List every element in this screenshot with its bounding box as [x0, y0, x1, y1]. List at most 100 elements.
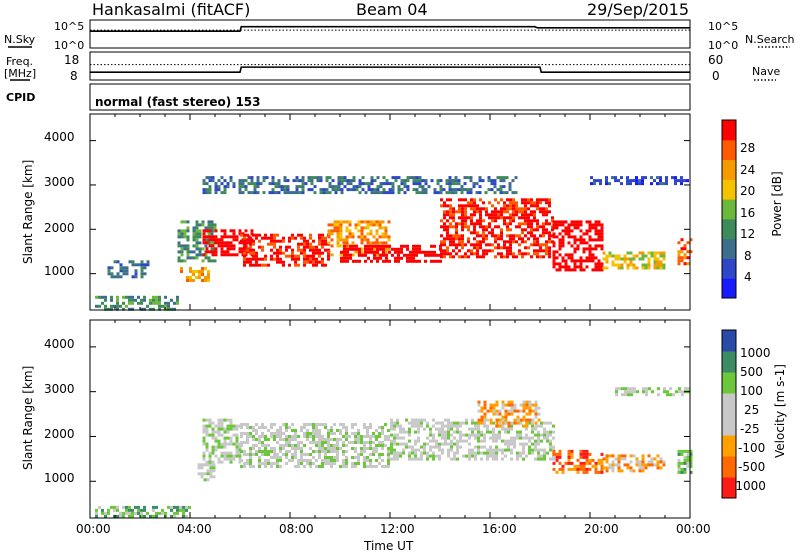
heat-cell — [306, 435, 309, 438]
heat-cell — [324, 248, 327, 252]
heat-cell — [240, 432, 243, 435]
heat-cell — [450, 433, 453, 437]
heat-cell — [573, 235, 577, 239]
heat-cell — [361, 182, 365, 186]
heat-cell — [202, 418, 206, 422]
heat-cell — [324, 450, 327, 453]
heat-cell — [629, 469, 633, 473]
heat-cell — [264, 465, 267, 468]
heat-cell — [683, 179, 686, 183]
heat-cell — [415, 188, 419, 192]
heat-cell — [288, 239, 291, 243]
heat-cell — [659, 266, 663, 270]
heat-cell — [591, 238, 595, 242]
heat-cell — [464, 207, 467, 211]
heat-cell — [638, 460, 642, 464]
heat-cell — [462, 439, 465, 443]
heat-cell — [546, 430, 549, 434]
heat-cell — [456, 457, 459, 461]
heat-cell — [220, 182, 224, 186]
heat-cell — [351, 232, 355, 236]
heat-cell — [468, 448, 471, 452]
heat-cell — [249, 236, 252, 240]
heat-cell — [480, 430, 483, 434]
heat-cell — [506, 255, 509, 259]
heat-cell — [252, 242, 255, 246]
heat-cell — [429, 454, 432, 458]
heat-cell — [208, 188, 212, 192]
heat-cell — [301, 191, 305, 195]
heat-cell — [295, 191, 299, 195]
heat-cell — [276, 453, 279, 456]
heat-cell — [270, 248, 273, 252]
heat-cell — [402, 427, 405, 431]
heat-cell — [602, 466, 606, 470]
heat-cell — [315, 441, 318, 444]
heat-cell — [564, 220, 568, 224]
heat-cell — [500, 246, 503, 250]
heat-cell — [300, 251, 303, 255]
heat-cell — [542, 249, 545, 253]
heat-cell — [306, 429, 309, 432]
heat-cell — [494, 216, 497, 220]
heat-cell — [533, 249, 536, 253]
heat-cell — [345, 426, 348, 429]
heat-cell — [471, 454, 474, 458]
heat-cell — [226, 418, 230, 422]
heat-cell — [579, 268, 583, 272]
heat-cell — [315, 260, 318, 264]
heat-cell — [558, 247, 562, 251]
heat-cell — [173, 307, 176, 311]
heat-cell — [376, 250, 379, 254]
heat-cell — [288, 245, 291, 249]
heat-cell — [183, 232, 187, 236]
heat-cell — [195, 276, 198, 279]
heat-cell — [406, 176, 410, 180]
heat-cell — [446, 213, 449, 217]
heat-cell — [240, 435, 243, 438]
heat-cell — [494, 225, 497, 229]
heat-cell — [443, 240, 446, 244]
heat-cell — [588, 452, 592, 456]
heat-cell — [531, 409, 535, 413]
heat-cell — [337, 182, 341, 186]
heat-cell — [336, 441, 339, 444]
heat-cell — [183, 247, 187, 251]
heat-cell — [253, 182, 257, 186]
heat-cell — [276, 233, 279, 237]
heat-cell — [397, 250, 400, 254]
heat-cell — [455, 237, 458, 241]
heat-cell — [119, 275, 123, 279]
heat-cell — [232, 229, 236, 233]
heat-cell — [244, 179, 248, 183]
heat-cell — [573, 223, 577, 227]
heat-cell — [267, 462, 270, 465]
heat-cell — [376, 244, 379, 248]
noise-left-tick-bottom: 10^0 — [54, 39, 85, 52]
heat-cell — [235, 238, 239, 242]
heat-cell — [247, 191, 251, 195]
heat-cell — [186, 250, 190, 254]
heat-cell — [570, 449, 574, 453]
heat-cell — [385, 259, 388, 263]
heat-cell — [390, 451, 393, 455]
heat-cell — [476, 210, 479, 214]
heat-cell — [597, 461, 601, 465]
heat-cell — [339, 238, 343, 242]
heat-cell — [549, 448, 552, 452]
heat-cell — [183, 229, 187, 233]
heat-cell — [686, 241, 690, 245]
heat-cell — [585, 449, 589, 453]
heat-cell — [309, 260, 312, 264]
heat-cell — [476, 246, 479, 250]
heat-cell — [256, 179, 260, 183]
heat-cell — [177, 244, 181, 248]
heat-cell — [309, 453, 312, 456]
heat-cell — [357, 456, 360, 459]
heat-cell — [555, 256, 559, 260]
heat-cell — [264, 263, 267, 267]
heat-cell — [461, 228, 464, 232]
heat-cell — [510, 439, 513, 443]
heat-cell — [588, 458, 592, 462]
heat-cell — [291, 257, 294, 261]
